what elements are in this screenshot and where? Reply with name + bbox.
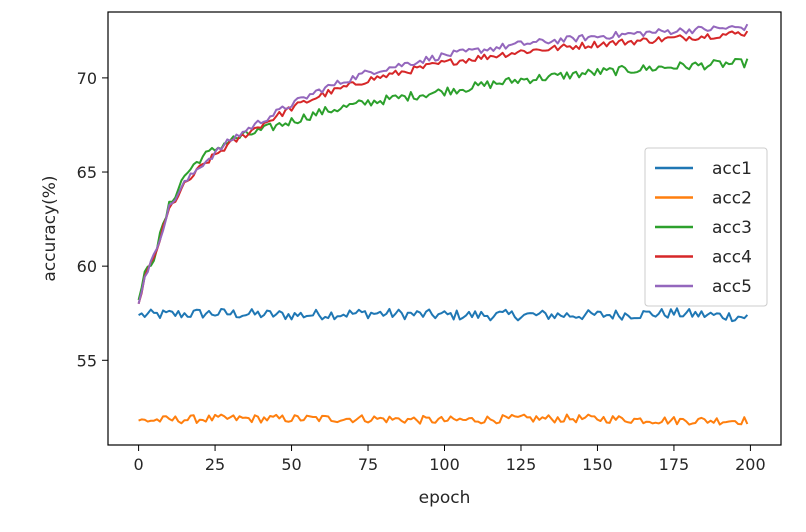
legend-box (644, 147, 768, 307)
legend: acc1 acc2 acc3 acc4 acc5 (644, 147, 768, 307)
y-tick-label: 60 (77, 257, 97, 276)
series-layer (137, 23, 749, 426)
legend-label-acc3: acc3 (712, 218, 752, 238)
x-tick-label: 25 (205, 455, 225, 474)
x-tick-label: 175 (659, 455, 690, 474)
x-axis-title: epoch (419, 488, 471, 508)
y-tick-label: 70 (77, 69, 97, 88)
y-axis-title: accuracy(%) (40, 175, 60, 281)
series-line-acc5 (137, 23, 749, 305)
x-tick-label: 200 (735, 455, 766, 474)
x-tick-label: 150 (582, 455, 613, 474)
series-line-acc1 (138, 307, 749, 323)
x-tick-label: 125 (506, 455, 537, 474)
x-tick-label: 100 (429, 455, 460, 474)
legend-label-acc4: acc4 (712, 248, 752, 268)
legend-label-acc1: acc1 (712, 159, 752, 179)
x-tick-label: 75 (358, 455, 378, 474)
y-tick-label: 55 (77, 351, 97, 370)
y-tick-label: 65 (77, 163, 97, 182)
y-axis-ticks: 55 60 65 70 (77, 69, 108, 370)
x-axis-ticks: 0 25 50 75 100 125 150 175 200 (133, 445, 766, 474)
legend-label-acc5: acc5 (712, 277, 752, 297)
legend-label-acc2: acc2 (712, 189, 752, 209)
x-tick-label: 0 (133, 455, 143, 474)
x-tick-label: 50 (281, 455, 301, 474)
series-line-acc2 (138, 413, 749, 426)
